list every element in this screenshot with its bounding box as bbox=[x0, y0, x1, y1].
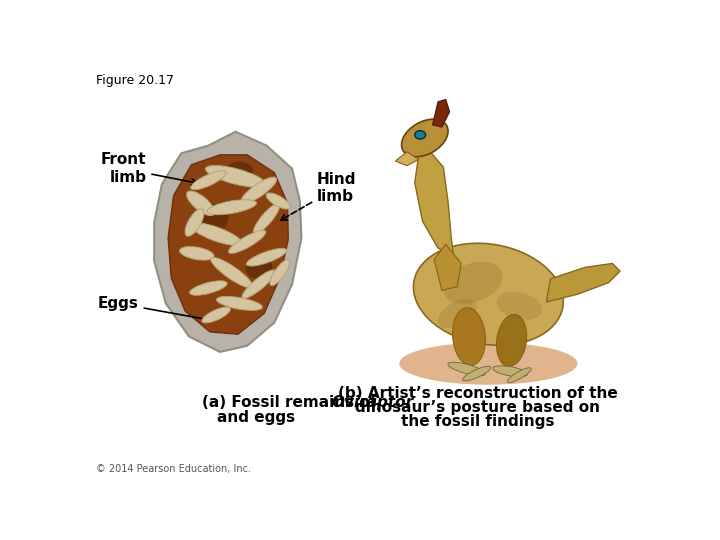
Ellipse shape bbox=[443, 262, 503, 303]
Ellipse shape bbox=[205, 165, 266, 187]
Ellipse shape bbox=[217, 296, 262, 310]
Ellipse shape bbox=[438, 299, 477, 328]
Text: dinosaur’s posture based on: dinosaur’s posture based on bbox=[355, 400, 600, 415]
Ellipse shape bbox=[253, 204, 279, 234]
Text: Figure 20.17: Figure 20.17 bbox=[96, 74, 174, 87]
Polygon shape bbox=[434, 244, 462, 291]
Text: (b) Artist’s reconstruction of the: (b) Artist’s reconstruction of the bbox=[338, 386, 618, 401]
Polygon shape bbox=[154, 132, 302, 352]
Polygon shape bbox=[168, 155, 288, 334]
Text: the fossil findings: the fossil findings bbox=[401, 414, 554, 429]
Text: Oviraptor: Oviraptor bbox=[332, 395, 414, 410]
Ellipse shape bbox=[448, 362, 485, 376]
Ellipse shape bbox=[242, 270, 276, 299]
Text: Hind
limb: Hind limb bbox=[281, 172, 356, 220]
Ellipse shape bbox=[179, 247, 214, 260]
Ellipse shape bbox=[270, 260, 289, 286]
Ellipse shape bbox=[228, 230, 266, 253]
Polygon shape bbox=[433, 99, 449, 127]
Ellipse shape bbox=[399, 342, 577, 384]
Ellipse shape bbox=[462, 366, 491, 381]
Ellipse shape bbox=[185, 209, 204, 237]
Ellipse shape bbox=[202, 307, 230, 323]
Ellipse shape bbox=[186, 191, 215, 215]
Ellipse shape bbox=[196, 204, 228, 233]
Ellipse shape bbox=[207, 200, 256, 214]
Polygon shape bbox=[546, 264, 620, 302]
Polygon shape bbox=[415, 152, 454, 256]
Ellipse shape bbox=[241, 177, 276, 204]
Ellipse shape bbox=[246, 248, 287, 266]
Ellipse shape bbox=[211, 258, 253, 288]
Polygon shape bbox=[395, 152, 418, 166]
Text: Eggs: Eggs bbox=[98, 296, 212, 322]
Ellipse shape bbox=[191, 223, 242, 245]
Ellipse shape bbox=[402, 119, 448, 157]
Text: Front
limb: Front limb bbox=[101, 152, 198, 185]
Ellipse shape bbox=[413, 244, 563, 345]
Ellipse shape bbox=[415, 131, 426, 139]
Ellipse shape bbox=[453, 308, 485, 366]
Ellipse shape bbox=[508, 368, 531, 382]
Text: and eggs: and eggs bbox=[217, 410, 295, 425]
Ellipse shape bbox=[189, 281, 228, 295]
Ellipse shape bbox=[226, 162, 253, 179]
Ellipse shape bbox=[266, 193, 290, 209]
Text: © 2014 Pearson Education, Inc.: © 2014 Pearson Education, Inc. bbox=[96, 464, 251, 475]
Ellipse shape bbox=[497, 292, 542, 320]
Ellipse shape bbox=[191, 171, 226, 190]
Ellipse shape bbox=[246, 256, 272, 278]
Text: (a) Fossil remains of: (a) Fossil remains of bbox=[202, 395, 381, 410]
Ellipse shape bbox=[497, 314, 526, 367]
Ellipse shape bbox=[493, 366, 527, 377]
